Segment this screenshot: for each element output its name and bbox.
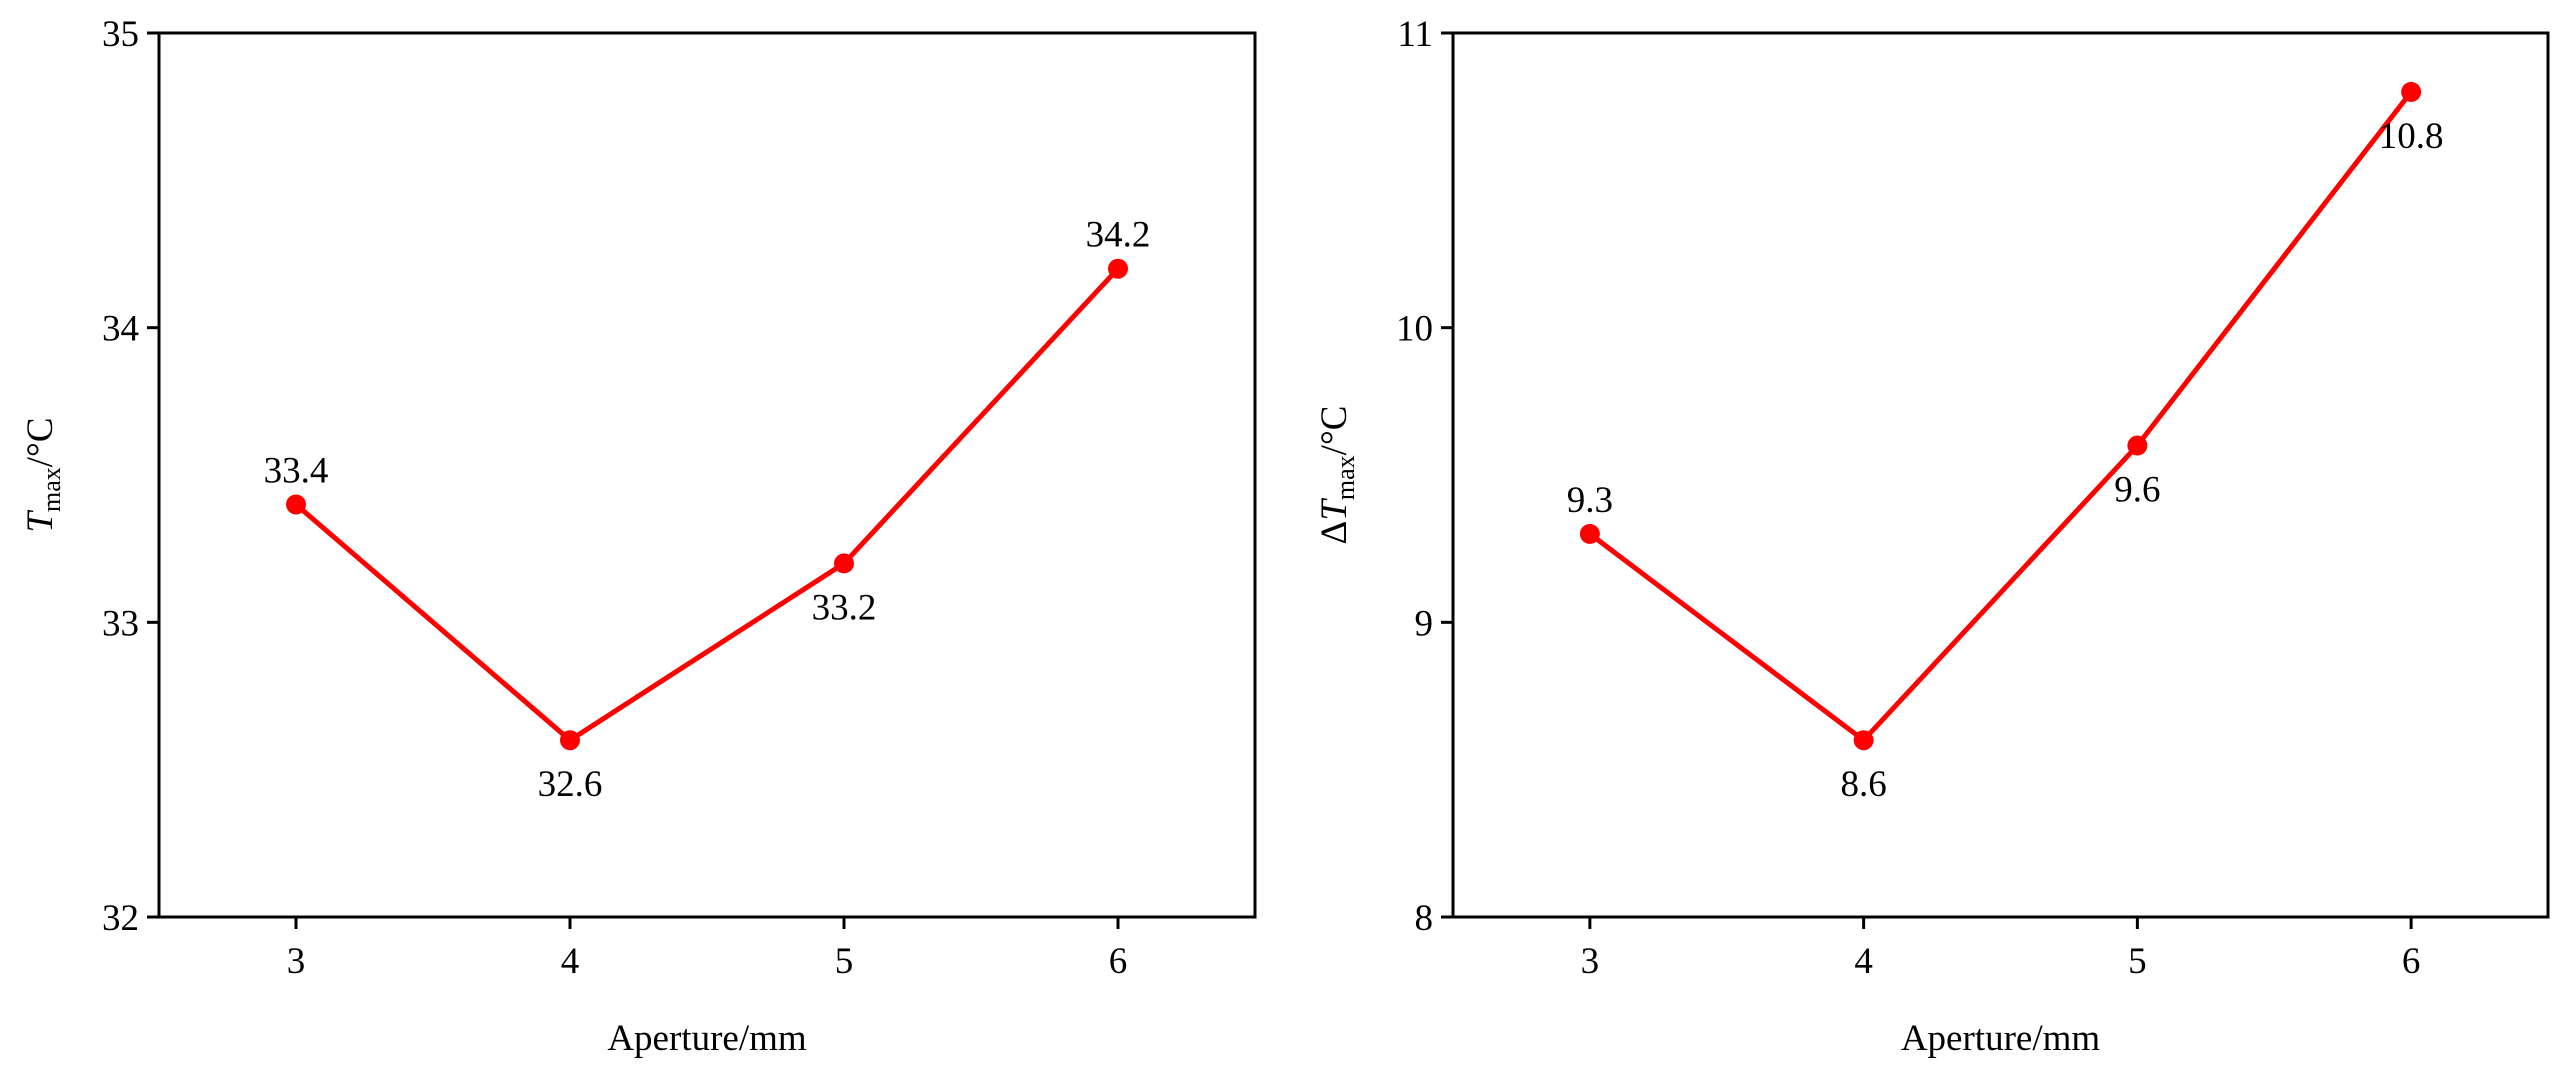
y-axis-label: ΔTmax/°C	[1314, 406, 1359, 545]
x-tick-label: 4	[561, 941, 580, 982]
y-label-subscript: max	[37, 467, 66, 512]
data-label: 9.6	[2114, 470, 2160, 511]
data-point	[834, 553, 854, 574]
y-tick-label: 32	[102, 898, 139, 939]
y-tick-label: 34	[102, 309, 139, 350]
x-tick-label: 5	[2128, 941, 2147, 982]
data-label: 32.6	[538, 764, 603, 805]
data-label: 8.6	[1841, 764, 1887, 805]
y-label-suffix: /°C	[20, 417, 61, 467]
x-tick-label: 5	[835, 941, 854, 982]
x-tick-label: 3	[1581, 941, 1600, 982]
data-label: 33.2	[812, 587, 877, 628]
data-label: 34.2	[1086, 215, 1151, 256]
y-label-symbol: T	[20, 510, 61, 533]
data-point	[1853, 730, 1874, 751]
y-label-prefix: Δ	[1314, 521, 1355, 545]
x-tick-label: 4	[1854, 941, 1873, 982]
y-axis-label: Tmax/°C	[20, 417, 65, 532]
y-label-symbol: T	[1314, 498, 1355, 521]
y-label-subscript: max	[1331, 455, 1360, 500]
y-tick-label: 35	[102, 14, 139, 55]
data-point	[286, 494, 306, 515]
x-axis-label: Aperture/mm	[607, 1018, 807, 1059]
y-tick-label: 10	[1396, 309, 1433, 350]
data-line	[1588, 90, 2414, 744]
x-tick-label: 6	[1109, 941, 1128, 982]
plot-frame	[1451, 31, 2550, 919]
data-label: 9.3	[1567, 480, 1613, 521]
data-point	[2401, 81, 2422, 102]
data-point	[1579, 523, 1600, 544]
y-label-suffix: /°C	[1314, 406, 1355, 456]
plot-frame	[157, 31, 1257, 919]
data-line	[294, 267, 1120, 744]
data-label: 10.8	[2379, 116, 2444, 157]
data-point	[2127, 435, 2148, 456]
y-tick-label: 11	[1397, 14, 1433, 55]
x-axis-label: Aperture/mm	[1901, 1018, 2101, 1059]
x-tick-label: 6	[2402, 941, 2421, 982]
y-tick-label: 33	[102, 603, 139, 644]
data-label: 33.4	[264, 450, 329, 491]
data-point	[1108, 258, 1128, 279]
y-tick-label: 9	[1415, 603, 1434, 644]
x-tick-label: 3	[287, 941, 306, 982]
y-tick-label: 8	[1415, 898, 1434, 939]
data-point	[560, 730, 580, 751]
chart-panel: 8 9 10 11 3 4 5 6 Aperture/mm ΔTmax/°C 9.3 8.6 9.6 10…	[1314, 14, 2550, 1059]
